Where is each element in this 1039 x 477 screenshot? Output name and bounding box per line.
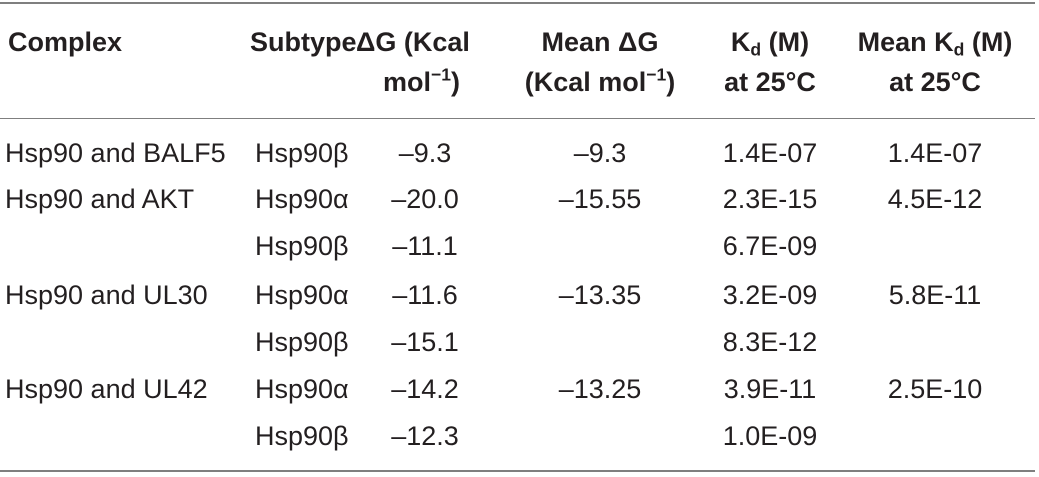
cell-subtype: Hsp90β [255,138,349,168]
cell-mean-dg: –15.55 [558,184,642,214]
cell-kd: 6.7E-09 [722,231,818,261]
cell-complex: Hsp90 and AKT [5,184,195,214]
cell-kd: 3.9E-11 [723,374,817,404]
cell-mean-dg: –13.35 [558,280,642,310]
cell-complex: Hsp90 and UL30 [5,280,208,310]
cell-mean-kd: 4.5E-12 [887,184,983,214]
header-dg-line1: ΔG (Kcal [356,27,470,57]
cell-kd: 2.3E-15 [722,184,818,214]
cell-dg: –11.6 [392,280,458,310]
cell-subtype: Hsp90β [255,421,349,451]
header-kd-line2: at 25°C [724,67,816,97]
cell-complex: Hsp90 and BALF5 [5,138,226,168]
cell-kd: 1.4E-07 [722,138,818,168]
cell-dg: –12.3 [391,421,459,451]
cell-kd: 8.3E-12 [722,327,818,357]
header-mean-kd-line1: Mean Kd (M) [857,27,1013,60]
cell-mean-kd: 2.5E-10 [887,374,983,404]
cell-mean-kd: 5.8E-11 [888,280,982,310]
cell-mean-kd: 1.4E-07 [887,138,983,168]
table-header-rule [0,118,1035,119]
cell-mean-dg: –9.3 [573,138,627,168]
table-bottom-rule [0,470,1035,472]
table-top-rule [0,2,1035,4]
cell-kd: 3.2E-09 [722,280,818,310]
cell-subtype: Hsp90α [255,280,349,310]
header-kd-line1: Kd (M) [730,27,810,60]
cell-subtype: Hsp90α [255,374,349,404]
cell-subtype: Hsp90α [255,184,349,214]
header-mean-kd-line2: at 25°C [889,67,981,97]
cell-mean-dg: –13.25 [558,374,642,404]
cell-dg: –11.1 [392,231,458,261]
header-mean-dg-line1: Mean ΔG [541,27,659,57]
cell-dg: –14.2 [391,374,459,404]
cell-dg: –15.1 [391,327,459,357]
cell-kd: 1.0E-09 [722,421,818,451]
cell-subtype: Hsp90β [255,231,349,261]
cell-complex: Hsp90 and UL42 [5,374,208,404]
cell-subtype: Hsp90β [255,327,349,357]
cell-dg: –20.0 [391,184,459,214]
header-dg-line2: mol−1) [383,64,461,97]
header-mean-dg-line2: (Kcal mol−1) [524,64,676,97]
cell-dg: –9.3 [398,138,452,168]
header-complex: Complex [8,27,123,57]
header-subtype: Subtype [250,27,357,57]
